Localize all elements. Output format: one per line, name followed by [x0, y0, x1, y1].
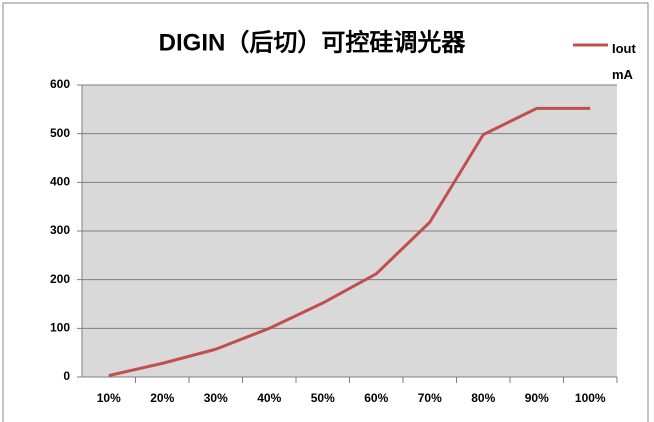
x-tick-label: 50%: [311, 391, 335, 405]
x-tick-label: 20%: [150, 391, 174, 405]
x-tick-label: 80%: [471, 391, 495, 405]
x-tick-label: 70%: [418, 391, 442, 405]
y-tick-label: 300: [50, 223, 70, 237]
data-line: [108, 106, 591, 378]
y-tick-label: 0: [63, 369, 70, 383]
x-tick-label: 30%: [204, 391, 228, 405]
x-tick-label: 40%: [257, 391, 281, 405]
x-tick-label: 60%: [364, 391, 388, 405]
y-tick-label: 500: [50, 126, 70, 140]
legend-label: Iout mA: [612, 41, 636, 82]
x-tick-label: 90%: [525, 391, 549, 405]
y-tick-label: 600: [50, 77, 70, 91]
y-tick-label: 400: [50, 175, 70, 189]
x-tick-label: 100%: [575, 391, 606, 405]
y-tick-label: 100: [50, 321, 70, 335]
x-tick-label: 10%: [97, 391, 121, 405]
y-tick-label: 200: [50, 272, 70, 286]
chart-title: DIGIN（后切）可控硅调光器: [159, 28, 467, 56]
